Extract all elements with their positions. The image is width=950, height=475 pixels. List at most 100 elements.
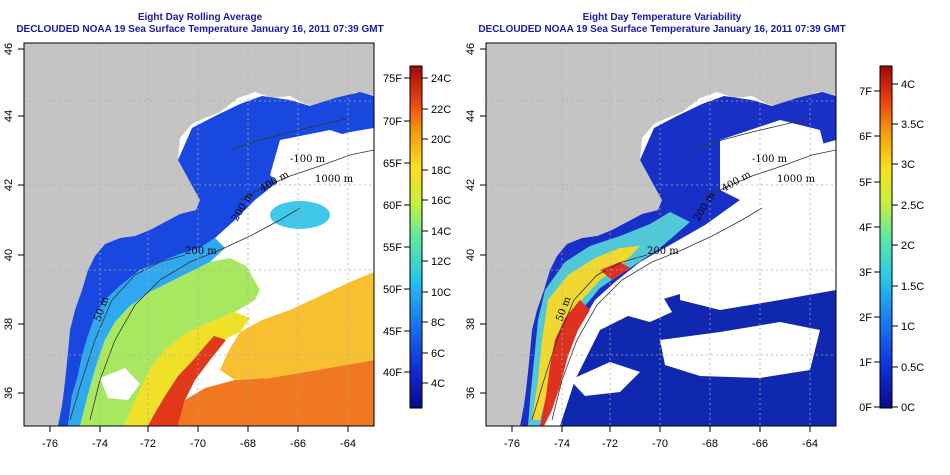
right-lon-tick: -64 xyxy=(802,438,818,450)
left-cloud-gap-1 xyxy=(270,130,360,195)
left-cb-c-label: 22C xyxy=(431,104,451,116)
left-lon-tick: -66 xyxy=(290,438,306,450)
left-lat-tick: 36 xyxy=(3,387,15,399)
right-lat-tick: 46 xyxy=(465,43,477,55)
right-cloud-gap-1 xyxy=(720,120,830,210)
right-cloud-gap-3 xyxy=(570,362,640,396)
right-cb-c-label: 1C xyxy=(901,321,915,333)
right-lat-tick: 42 xyxy=(465,179,477,191)
left-x-axis: -76 -74 -72 -70 -68 -66 -64 xyxy=(42,426,356,450)
right-lon-tick: -74 xyxy=(554,438,570,450)
left-cb-c-label: 12C xyxy=(431,256,451,268)
right-cb-f-label: 6F xyxy=(859,131,872,143)
left-contour-1000m xyxy=(239,149,374,201)
left-map xyxy=(24,43,374,426)
right-map-frame xyxy=(485,42,837,427)
left-cb-f-label: 40F xyxy=(383,367,402,379)
left-lon-tick: -68 xyxy=(240,438,256,450)
right-lon-tick: -70 xyxy=(652,438,668,450)
right-colorbar: 7F 6F 5F 4F 3F 2F 1F 0F 4C 3.5C 3C 2.5C … xyxy=(859,65,924,414)
right-cb-c-label: 0.5C xyxy=(901,362,924,374)
left-cb-c-label: 6C xyxy=(431,348,445,360)
left-contour-50m xyxy=(69,254,186,421)
right-cb-f-label: 7F xyxy=(859,86,872,98)
left-warm-offshore xyxy=(178,360,374,426)
left-cb-c-label: 14C xyxy=(431,226,451,238)
left-cb-f-label: 70F xyxy=(383,116,402,128)
left-cb-c-label: 16C xyxy=(431,195,451,207)
left-cb-f-label: 55F xyxy=(383,242,402,254)
right-x-axis: -76 -74 -72 -70 -68 -66 -64 xyxy=(504,426,818,450)
left-lat-tick: 40 xyxy=(3,249,15,261)
left-lat-tick: 42 xyxy=(3,179,15,191)
left-y-axis: 46 44 42 40 38 36 xyxy=(3,43,24,399)
left-title-line2: DECLOUDED NOAA 19 Sea Surface Temperatur… xyxy=(16,24,384,35)
right-lat-tick: 40 xyxy=(465,249,477,261)
left-lon-tick: -64 xyxy=(340,438,356,450)
left-cyan-patch xyxy=(270,201,330,229)
left-cb-c-label: 18C xyxy=(431,165,451,177)
right-red-streak xyxy=(600,262,630,280)
right-cb-f-label: 2F xyxy=(859,312,872,324)
right-y-axis: 46 44 42 40 38 36 xyxy=(465,43,486,399)
left-grid xyxy=(24,43,374,426)
right-shelf-variability xyxy=(528,212,690,426)
left-title-line1: Eight Day Rolling Average xyxy=(137,12,263,23)
right-contour-200m xyxy=(551,207,763,421)
right-cb-c-label: 2.5C xyxy=(901,200,924,212)
left-cb-f-label: 60F xyxy=(383,200,402,212)
right-cb-f-label: 1F xyxy=(859,357,872,369)
left-cb-c-label: 8C xyxy=(431,317,445,329)
left-contour-200m xyxy=(89,207,301,421)
right-lon-tick: -66 xyxy=(752,438,768,450)
left-gulf-stream xyxy=(148,336,226,426)
left-contour-label-5: 200 m xyxy=(185,246,217,257)
right-contour-label-2: 1000 m xyxy=(777,174,816,185)
right-cb-f-label: 0F xyxy=(859,402,872,414)
right-cloud-gap-5 xyxy=(628,292,672,322)
right-red-band xyxy=(540,300,590,426)
left-cb-c-label: 10C xyxy=(431,287,451,299)
right-contour-1000m xyxy=(701,149,836,201)
right-lat-tick: 36 xyxy=(465,387,477,399)
left-lat-tick: 46 xyxy=(3,43,15,55)
left-lon-tick: -74 xyxy=(92,438,108,450)
right-lon-tick: -68 xyxy=(702,438,718,450)
right-cb-c-label: 3.5C xyxy=(901,119,924,131)
left-contour-label-1: -100 m xyxy=(290,154,326,165)
right-cb-c-label: 4C xyxy=(901,79,915,91)
left-contour-label-2: 1000 m xyxy=(315,174,354,185)
left-land xyxy=(24,43,374,426)
right-cloud-gap-4 xyxy=(660,322,820,378)
left-cloud-gap-2 xyxy=(240,226,374,300)
left-contour-gulf xyxy=(229,117,351,151)
right-yellow-band xyxy=(532,246,640,420)
left-lon-tick: -72 xyxy=(140,438,156,450)
right-cb-c-label: 3C xyxy=(901,159,915,171)
left-lat-tick: 44 xyxy=(3,110,15,122)
left-cold-water xyxy=(58,92,374,426)
left-offshore-mix xyxy=(220,272,374,380)
right-contour-label-1: -100 m xyxy=(752,154,788,165)
left-shelf-water xyxy=(68,238,225,426)
right-contour-gulf xyxy=(691,117,813,151)
right-cb-c-label: 2C xyxy=(901,240,915,252)
left-cb-c-label: 20C xyxy=(431,134,451,146)
left-colorbar: 75F 70F 65F 60F 55F 50F 45F 40F 24C 22C … xyxy=(383,65,451,409)
right-contour-label-5: 200 m xyxy=(647,246,679,257)
right-cb-c-label: 1.5C xyxy=(901,281,924,293)
left-cb-f-label: 50F xyxy=(383,284,402,296)
left-title: Eight Day Rolling Average DECLOUDED NOAA… xyxy=(0,12,400,36)
right-cb-f-label: 4F xyxy=(859,222,872,234)
right-cloud-gap-2 xyxy=(680,236,836,310)
left-lon-tick: -70 xyxy=(190,438,206,450)
left-map-frame xyxy=(23,42,375,427)
right-cb-c-label: 0C xyxy=(901,402,915,414)
right-lon-tick: -72 xyxy=(602,438,618,450)
left-colorbar-gradient xyxy=(409,65,423,409)
right-lon-tick: -76 xyxy=(504,438,520,450)
right-land xyxy=(486,43,836,426)
right-title-line2: DECLOUDED NOAA 19 Sea Surface Temperatur… xyxy=(478,24,846,35)
left-cb-c-label: 4C xyxy=(431,378,445,390)
